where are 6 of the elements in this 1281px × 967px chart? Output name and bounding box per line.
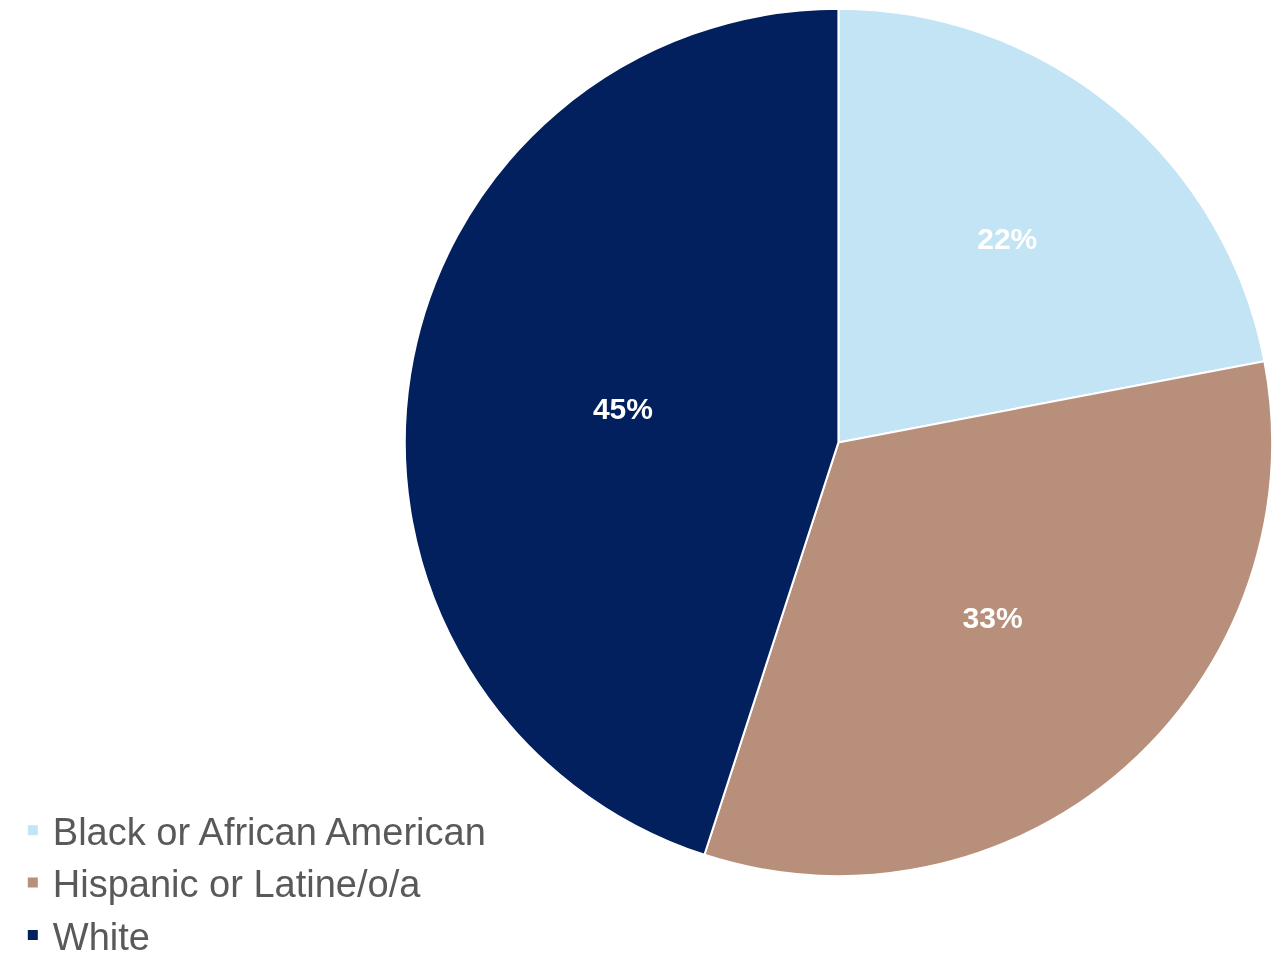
data-label: 33% (962, 600, 1023, 634)
legend-label: White (52, 915, 150, 958)
data-label: 45% (592, 391, 653, 425)
legend-label: Hispanic or Latine/o/a (52, 863, 422, 906)
legend-label: Black or African American (52, 811, 486, 854)
data-label: 22% (977, 221, 1038, 255)
